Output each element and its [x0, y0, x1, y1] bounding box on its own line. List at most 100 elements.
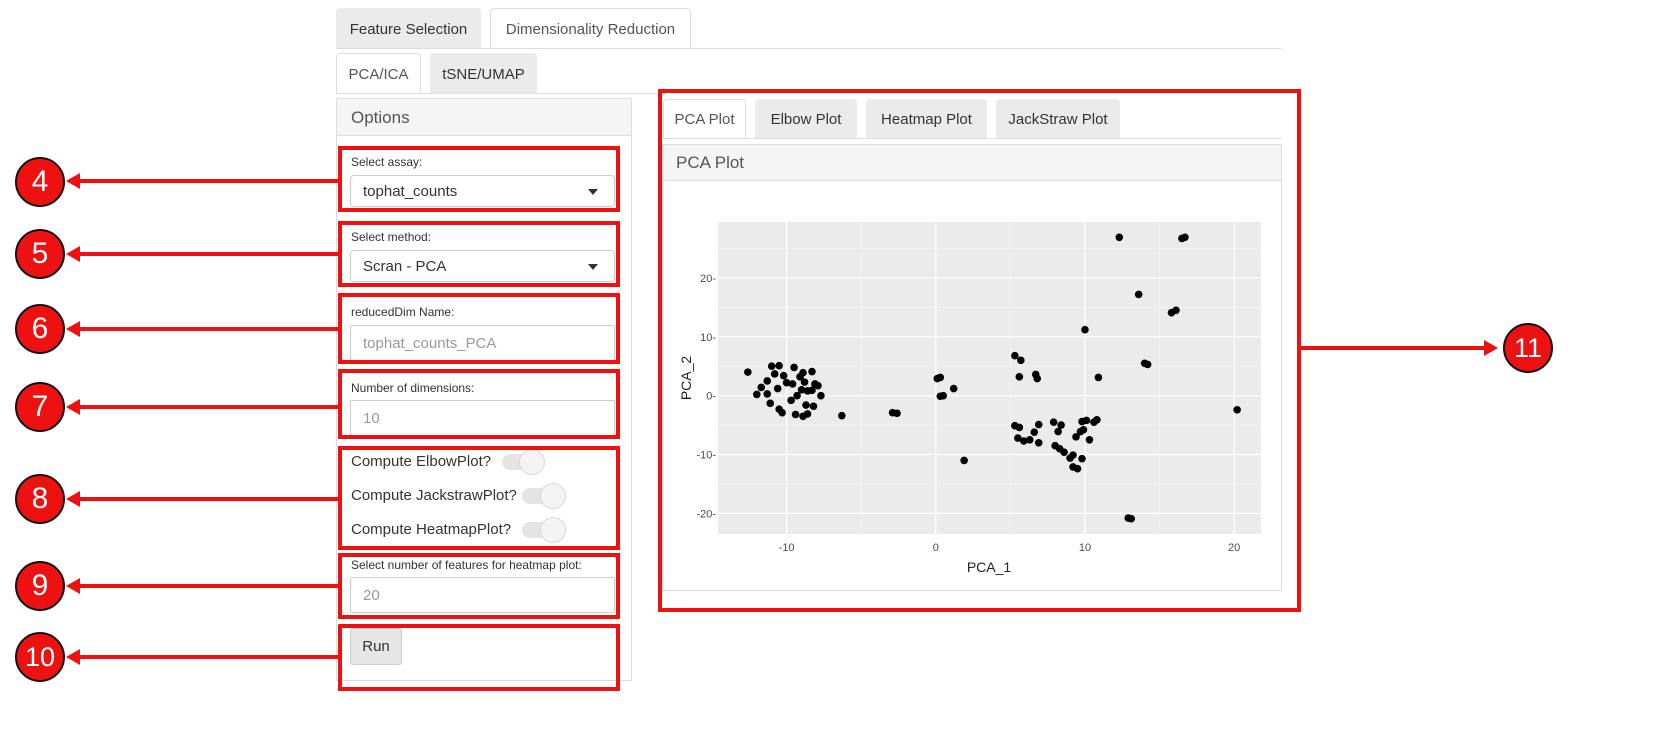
y-tick-label: 20- [700, 273, 716, 285]
scatter-point [1081, 325, 1089, 334]
scatter-point [773, 384, 782, 393]
x-axis-label: PCA_1 [967, 559, 1012, 575]
scatter-point [770, 370, 779, 378]
reduced-dim-input[interactable]: tophat_counts_PCA [350, 325, 615, 361]
scatter-point [1090, 418, 1098, 426]
scatter-point [838, 411, 846, 420]
plot-tabs-divider [663, 138, 1282, 139]
scatter-point [791, 410, 800, 419]
scatter-point [800, 378, 809, 386]
scatter-point [778, 408, 786, 417]
y-axis-label: PCA_2 [678, 356, 694, 401]
annotation-arrow-9 [78, 584, 338, 588]
tab-pca-ica[interactable]: PCA/ICA [336, 53, 421, 94]
scatter-point [1054, 427, 1062, 436]
scatter-point [1172, 306, 1180, 315]
scatter-point [1143, 360, 1152, 369]
arrow-head-icon [66, 173, 80, 189]
annotation-arrow-10 [78, 655, 338, 659]
scatter-point [939, 391, 948, 400]
annotation-marker-4: 4 [15, 157, 65, 207]
scatter-point [1060, 448, 1068, 456]
scatter-point [817, 391, 825, 400]
annotation-box-run [338, 624, 620, 691]
scatter-point [763, 390, 772, 398]
run-button[interactable]: Run [350, 628, 402, 665]
scatter-point [949, 384, 958, 393]
pca-plot-panel-title: PCA Plot [663, 145, 1281, 181]
annotation-arrow-7 [78, 405, 338, 409]
y-tick-label: 0- [706, 391, 716, 403]
arrow-head-icon [66, 321, 80, 337]
scatter-point [1049, 418, 1058, 426]
arrow-head-icon [66, 491, 80, 507]
heatmap-features-input[interactable]: 20 [350, 577, 615, 613]
heatmap-features-value: 20 [363, 587, 380, 604]
tab-dimensionality-reduction[interactable]: Dimensionality Reduction [490, 8, 691, 49]
annotation-marker-6: 6 [15, 304, 65, 354]
scatter-point [1025, 436, 1034, 444]
scatter-point [808, 386, 816, 395]
scatter-point [1078, 454, 1086, 463]
scatter-point [1033, 374, 1042, 383]
method-label: Select method: [351, 230, 432, 244]
method-select[interactable]: Scran - PCA [350, 250, 615, 282]
scatter-point [814, 381, 822, 390]
assay-select-value: tophat_counts [363, 183, 458, 200]
annotation-box-reduced-dim [338, 293, 620, 364]
scatter-point [797, 385, 806, 394]
elbow-toggle-label: Compute ElbowPlot? [351, 453, 492, 470]
scatter-point [893, 409, 901, 418]
scatter-point [793, 391, 801, 400]
arrow-head-icon [66, 649, 80, 665]
scatter-point [1181, 233, 1189, 242]
x-tick-label: -10 [779, 542, 795, 554]
method-select-value: Scran - PCA [363, 258, 447, 275]
annotation-marker-9: 9 [15, 561, 65, 611]
tab-jackstraw-plot[interactable]: JackStraw Plot [996, 99, 1120, 139]
tab-tsne-umap[interactable]: tSNE/UMAP [430, 53, 537, 94]
sub-tabs-divider [336, 93, 666, 94]
annotation-box-toggles [338, 446, 620, 550]
tab-feature-selection[interactable]: Feature Selection [336, 8, 481, 49]
heatmap-toggle-label: Compute HeatmapPlot? [351, 521, 512, 538]
scatter-point [1134, 290, 1143, 299]
annotation-box-features [338, 553, 620, 619]
arrow-head-icon [1484, 340, 1498, 356]
scatter-point [744, 368, 752, 376]
scatter-point [782, 378, 791, 387]
scatter-point [1011, 351, 1019, 360]
chevron-down-icon [588, 189, 598, 195]
scatter-point [788, 380, 797, 388]
y-tick-label: -10- [696, 450, 716, 462]
scatter-point [960, 456, 968, 465]
scatter-point [1233, 405, 1241, 414]
annotation-marker-8: 8 [15, 474, 65, 524]
tab-elbow-plot[interactable]: Elbow Plot [755, 99, 857, 139]
scatter-point [1015, 423, 1024, 432]
dimensions-value: 10 [363, 410, 380, 427]
scatter-point [775, 361, 783, 370]
assay-select[interactable]: tophat_counts [350, 175, 615, 207]
annotation-arrow-4 [78, 179, 338, 183]
scatter-point [1082, 416, 1091, 425]
minor-grid [718, 222, 1261, 534]
scatter-point [1072, 433, 1080, 441]
annotation-marker-5: 5 [15, 229, 65, 279]
scatter-point [767, 362, 776, 371]
scatter-point [809, 402, 818, 411]
annotation-arrow-6 [78, 327, 338, 331]
scatter-point [803, 410, 812, 418]
heatmap-features-label: Select number of features for heatmap pl… [351, 558, 582, 572]
main-tabs-divider [336, 48, 1282, 49]
scatter-point [1034, 420, 1043, 429]
tab-pca-plot[interactable]: PCA Plot [663, 99, 746, 139]
jackstraw-toggle-label: Compute JackstrawPlot? [351, 487, 517, 504]
annotation-marker-10: 10 [15, 632, 65, 682]
scatter-point [936, 373, 945, 382]
scatter-points [744, 233, 1241, 523]
scatter-point [1030, 428, 1039, 436]
scatter-point [1014, 434, 1022, 442]
x-tick-label: 20 [1228, 542, 1240, 554]
annotation-box-plot [658, 89, 1301, 612]
